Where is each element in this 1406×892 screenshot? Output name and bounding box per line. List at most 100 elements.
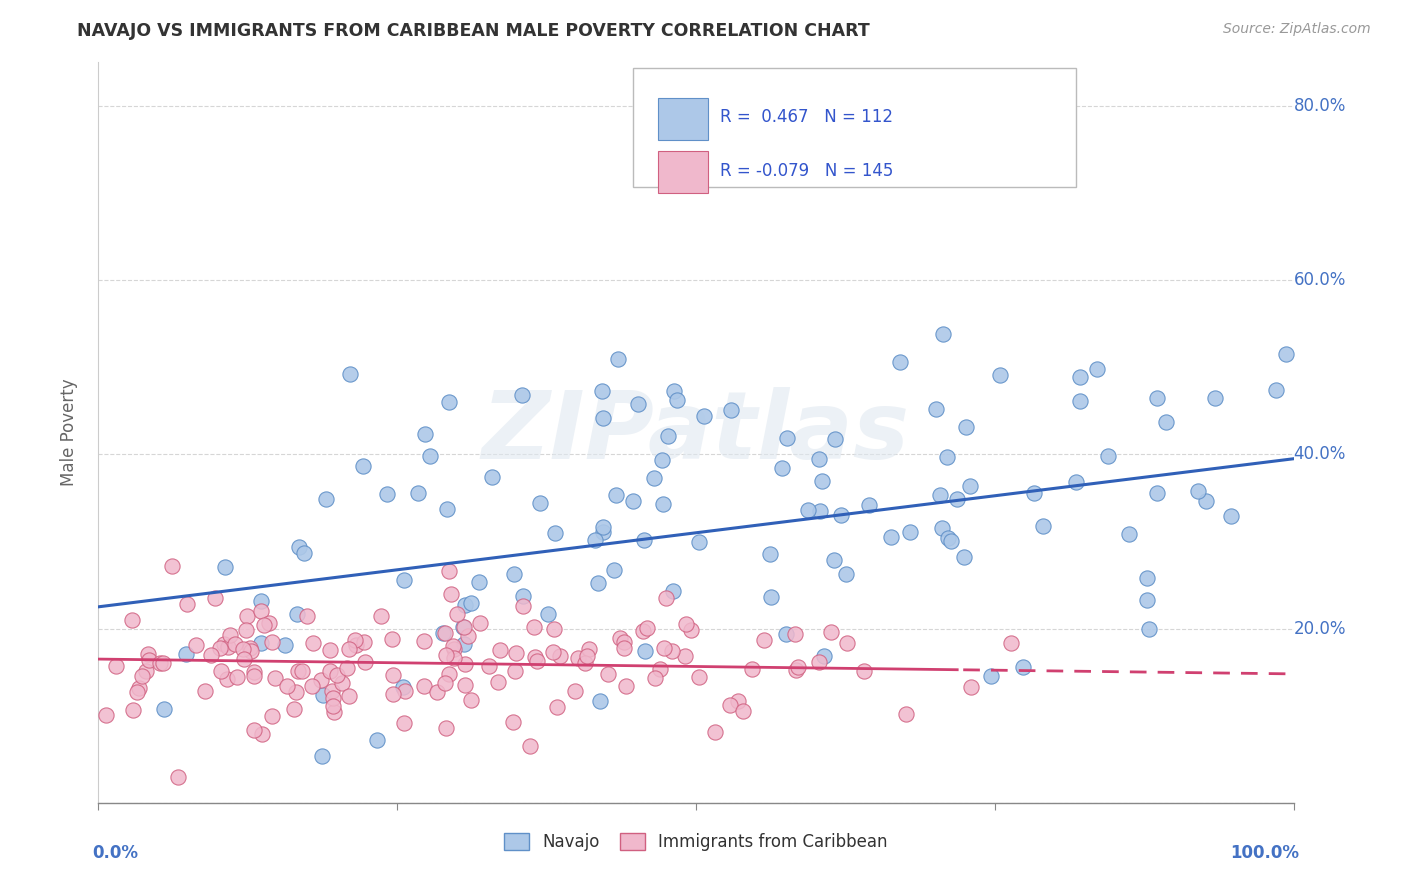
Point xyxy=(311,748,333,763)
Point xyxy=(309,673,332,687)
Point xyxy=(432,626,454,640)
Point xyxy=(153,702,176,716)
Point xyxy=(441,639,464,653)
Point xyxy=(808,504,831,518)
Point xyxy=(852,664,875,678)
Point xyxy=(440,587,463,601)
Point xyxy=(955,420,977,434)
Point xyxy=(797,503,820,517)
Point xyxy=(325,668,347,682)
Point xyxy=(186,638,208,652)
Point xyxy=(437,395,460,409)
Point xyxy=(138,653,160,667)
Point xyxy=(285,607,308,622)
Point xyxy=(460,692,482,706)
Point xyxy=(167,770,190,784)
Point xyxy=(370,608,392,623)
Point xyxy=(337,641,360,656)
Point xyxy=(673,648,696,663)
Point xyxy=(544,526,567,541)
Text: 80.0%: 80.0% xyxy=(1294,97,1346,115)
Point xyxy=(302,636,325,650)
Point xyxy=(588,576,610,591)
Point xyxy=(609,632,631,646)
Point xyxy=(770,461,793,475)
Point xyxy=(209,641,232,656)
Text: 60.0%: 60.0% xyxy=(1294,271,1346,289)
Point xyxy=(758,547,780,561)
Point xyxy=(489,643,512,657)
Point xyxy=(312,688,335,702)
Point xyxy=(614,680,637,694)
Point xyxy=(512,589,534,603)
Point xyxy=(588,694,610,708)
Point xyxy=(240,643,263,657)
Point xyxy=(468,574,491,589)
Point xyxy=(519,739,541,753)
Point xyxy=(657,429,679,443)
Point xyxy=(543,622,565,636)
Point xyxy=(546,699,568,714)
Point xyxy=(1136,592,1159,607)
Point xyxy=(988,368,1011,382)
Point xyxy=(292,546,315,560)
Point xyxy=(104,659,127,673)
Point xyxy=(925,401,948,416)
Point xyxy=(232,651,254,665)
Point xyxy=(681,623,703,637)
Point xyxy=(783,626,806,640)
Text: ZIPatlas: ZIPatlas xyxy=(482,386,910,479)
Point xyxy=(413,427,436,442)
Point xyxy=(446,607,468,621)
Point xyxy=(136,647,159,661)
Point xyxy=(896,707,918,722)
Point xyxy=(592,520,614,534)
Point xyxy=(613,641,636,656)
Point xyxy=(592,524,614,539)
Point xyxy=(880,530,903,544)
Point xyxy=(1012,660,1035,674)
Point xyxy=(352,459,374,474)
Point xyxy=(478,658,501,673)
Point xyxy=(486,674,509,689)
Point xyxy=(811,474,834,488)
Point xyxy=(287,664,309,678)
Point xyxy=(512,599,534,613)
Point xyxy=(662,583,685,598)
Point xyxy=(406,486,429,500)
Point xyxy=(807,451,830,466)
Point xyxy=(253,617,276,632)
Point xyxy=(337,689,360,703)
Point xyxy=(381,687,404,701)
Point xyxy=(382,668,405,682)
Point xyxy=(1064,475,1087,489)
Point xyxy=(651,453,673,467)
Point xyxy=(219,628,242,642)
Point xyxy=(823,553,845,567)
Point xyxy=(510,388,533,402)
Point xyxy=(634,644,657,658)
Point xyxy=(381,632,404,647)
FancyBboxPatch shape xyxy=(658,152,709,193)
Point xyxy=(176,597,198,611)
Point xyxy=(297,609,319,624)
Point xyxy=(392,680,415,694)
Point xyxy=(731,704,754,718)
Point xyxy=(1187,483,1209,498)
Point xyxy=(602,563,624,577)
Point xyxy=(1204,391,1226,405)
Point xyxy=(481,469,503,483)
Point xyxy=(434,626,457,640)
Point xyxy=(665,392,688,407)
Text: 40.0%: 40.0% xyxy=(1294,445,1346,464)
Point xyxy=(503,567,526,582)
Point xyxy=(727,694,749,708)
Point xyxy=(263,671,285,685)
Point xyxy=(394,716,416,731)
Point xyxy=(613,635,636,649)
Point xyxy=(274,638,297,652)
Point xyxy=(703,725,725,739)
Text: R = -0.079   N = 145: R = -0.079 N = 145 xyxy=(720,161,893,180)
Point xyxy=(217,640,239,654)
Point xyxy=(787,660,810,674)
